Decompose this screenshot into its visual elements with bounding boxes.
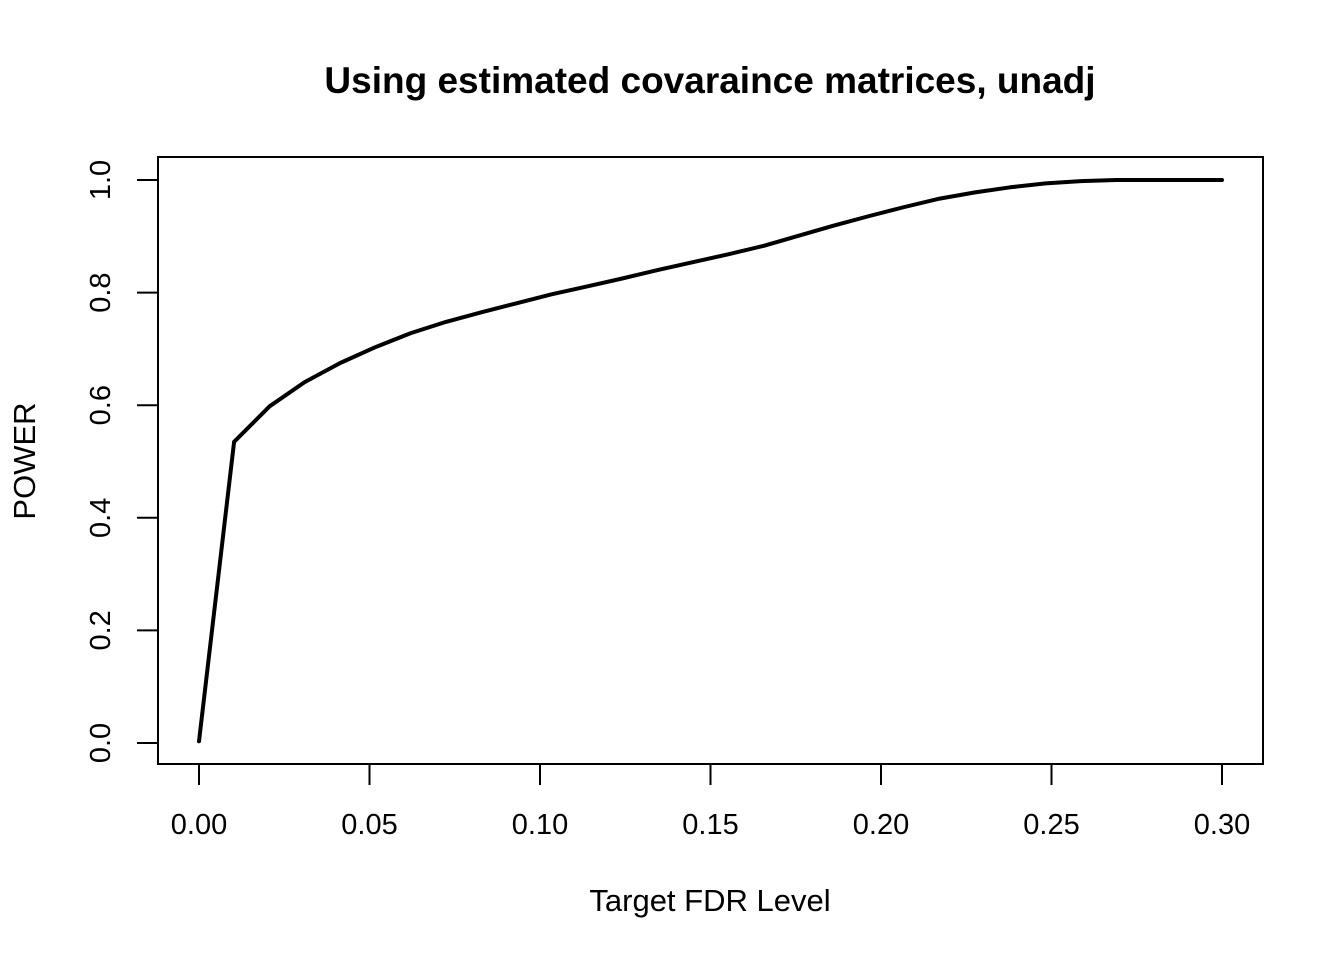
y-tick-label: 0.8	[85, 272, 117, 312]
x-tick-label: 0.15	[682, 809, 738, 841]
chart-title: Using estimated covaraince matrices, una…	[324, 60, 1095, 101]
plot-frame	[157, 156, 1264, 765]
y-axis: 0.0 0.2 0.4 0.6 0.8 1.0	[85, 160, 158, 763]
x-tick-label: 0.00	[171, 809, 227, 841]
x-tick-label: 0.10	[512, 809, 568, 841]
y-tick-label: 1.0	[85, 160, 117, 200]
y-axis-label: POWER	[7, 402, 42, 519]
x-axis: 0.00 0.05 0.10 0.15 0.20 0.25 0.30	[171, 764, 1250, 841]
x-tick-label: 0.20	[853, 809, 909, 841]
x-tick-label: 0.05	[341, 809, 397, 841]
y-tick-label: 0.2	[85, 610, 117, 650]
series-line	[197, 178, 1224, 744]
x-tick-label: 0.30	[1194, 809, 1250, 841]
y-tick-label: 0.4	[85, 498, 117, 538]
y-tick-label: 0.6	[85, 385, 117, 425]
y-tick-label: 0.0	[85, 723, 117, 763]
x-axis-label: Target FDR Level	[589, 883, 830, 918]
x-tick-label: 0.25	[1023, 809, 1079, 841]
